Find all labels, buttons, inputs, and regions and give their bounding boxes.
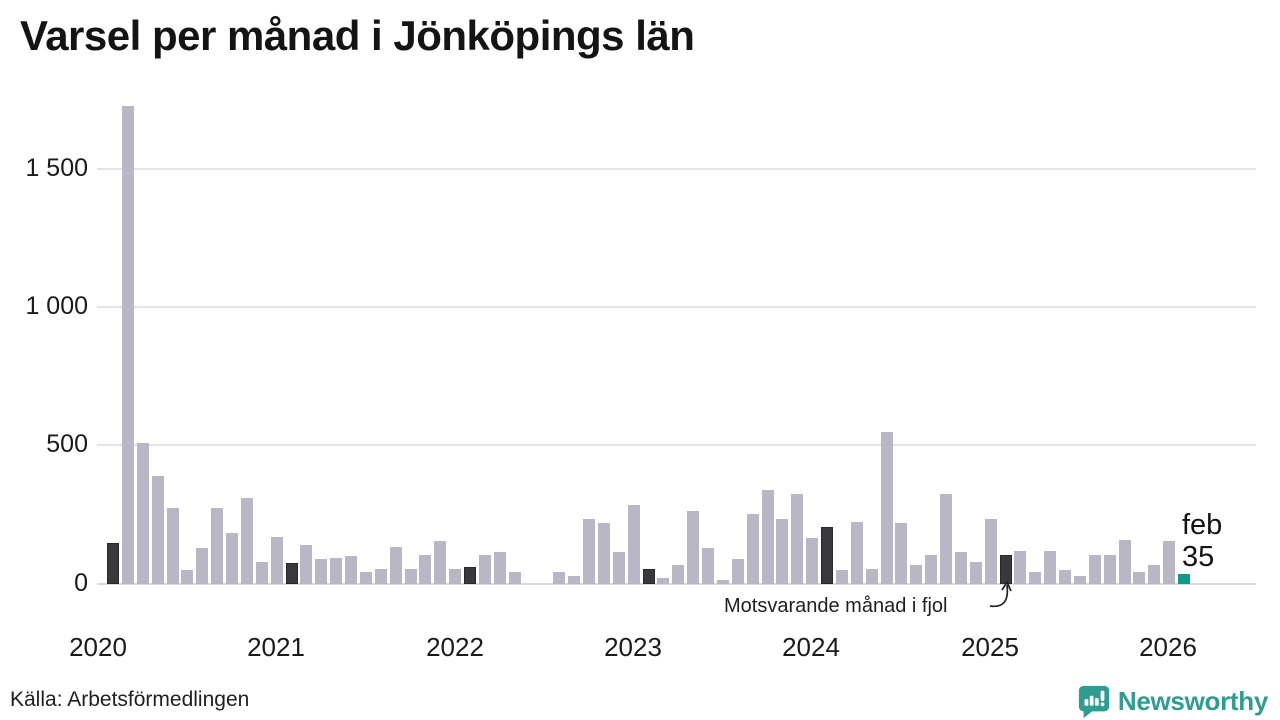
source-attribution: Källa: Arbetsförmedlingen [10,688,250,711]
x-axis-year-label-2022: 2022 [426,632,484,662]
bar-2025-05 [1044,550,1056,584]
bar-2024-10 [940,493,952,584]
bar-2025-02 [1000,554,1012,584]
bar-2022-02 [464,566,476,584]
bar-2024-11 [955,551,967,584]
y-axis-tick-label-1500: 1 500 [25,154,88,182]
bar-2023-06 [702,547,714,584]
bar-2024-06 [881,431,893,584]
bar-2021-08 [375,568,387,584]
bar-2021-06 [345,555,357,584]
bar-2025-06 [1059,569,1071,584]
bar-2025-04 [1029,571,1041,584]
x-axis-year-label-2020: 2020 [69,632,127,662]
bar-2022-12 [613,551,625,584]
bar-2025-01 [985,518,997,584]
bar-2023-11 [776,518,788,584]
bar-2021-10 [405,568,417,584]
bar-2025-03 [1014,550,1026,584]
bar-2025-12 [1148,564,1160,584]
x-axis-year-label-2021: 2021 [247,632,305,662]
bar-2020-07 [181,569,193,584]
bar-2021-01 [271,536,283,584]
bar-2021-02 [286,562,298,584]
bar-2021-03 [300,544,312,584]
bar-2026-01 [1163,540,1175,584]
bar-2025-07 [1074,575,1086,584]
bar-2020-08 [196,547,208,584]
bar-2022-03 [479,554,491,584]
bar-2023-07 [717,579,729,584]
bar-2024-07 [895,522,907,584]
bar-2025-10 [1119,539,1131,584]
newsworthy-logo-text: Newsworthy [1117,685,1268,716]
bar-2022-01 [449,568,461,584]
annotation-last-year-month: Motsvarande månad i fjol [724,595,948,617]
bar-2022-05 [509,571,521,584]
bar-2022-04 [494,551,506,584]
bar-2025-11 [1133,571,1145,584]
bar-2021-12 [434,540,446,584]
annotation-arrow-icon [989,580,1012,608]
y-axis-tick-label-1000: 1 000 [25,292,88,321]
bar-2020-10 [226,532,238,584]
bar-2023-03 [657,577,669,584]
bar-2026-02 [1178,573,1190,584]
bar-2024-09 [925,554,937,584]
bar-2024-12 [970,561,982,584]
x-axis-year-label-2024: 2024 [782,632,840,662]
bar-2020-02 [107,542,119,584]
x-axis-year-label-2026: 2026 [1139,632,1197,662]
latest-value-label: feb 35 [1182,509,1222,573]
bar-2021-04 [315,558,327,584]
chart-title: Varsel per månad i Jönköpings län [20,12,695,59]
gridline-500 [97,444,1256,447]
y-axis-tick-label-500: 500 [46,430,88,459]
bar-2023-12 [791,493,803,584]
bar-2020-12 [256,561,268,584]
y-axis-tick-label-0: 0 [74,568,88,597]
latest-value-month: feb [1182,509,1223,541]
bar-2023-10 [762,489,774,584]
bar-2024-01 [806,537,818,584]
bar-2022-09 [568,575,580,584]
bar-2023-02 [643,568,655,584]
bar-2020-05 [152,475,164,584]
bar-2021-05 [330,557,342,584]
latest-value-number: 35 [1182,541,1215,573]
bar-2023-01 [628,504,640,584]
x-axis-year-label-2023: 2023 [604,632,662,662]
bar-2023-08 [732,558,744,584]
bar-2022-08 [553,571,565,584]
bar-2024-04 [851,521,863,584]
x-axis-line [97,582,1256,585]
bar-2022-10 [583,518,595,584]
bar-2024-05 [866,568,878,584]
bar-2020-03 [122,105,134,584]
newsworthy-logo: Newsworthy [1077,684,1268,718]
bar-2020-06 [167,507,179,584]
bar-2020-09 [211,507,223,584]
gridline-1500 [97,168,1256,170]
bar-2021-07 [360,571,372,584]
bar-2021-11 [419,554,431,584]
bar-2023-05 [687,510,699,584]
bar-2024-03 [836,569,848,584]
bar-2025-08 [1089,554,1101,584]
bar-2024-02 [821,526,833,584]
bar-2025-09 [1104,554,1116,584]
bar-2022-11 [598,522,610,584]
bar-2024-08 [910,564,922,584]
newsworthy-speech-bubble-bar-chart-icon [1078,685,1109,718]
bar-2020-11 [241,497,253,584]
bar-2023-09 [747,513,759,584]
x-axis-year-label-2025: 2025 [961,632,1019,662]
bar-2021-09 [390,546,402,584]
bar-2023-04 [672,564,684,584]
bar-2020-04 [137,442,149,584]
gridline-1000 [97,306,1256,309]
